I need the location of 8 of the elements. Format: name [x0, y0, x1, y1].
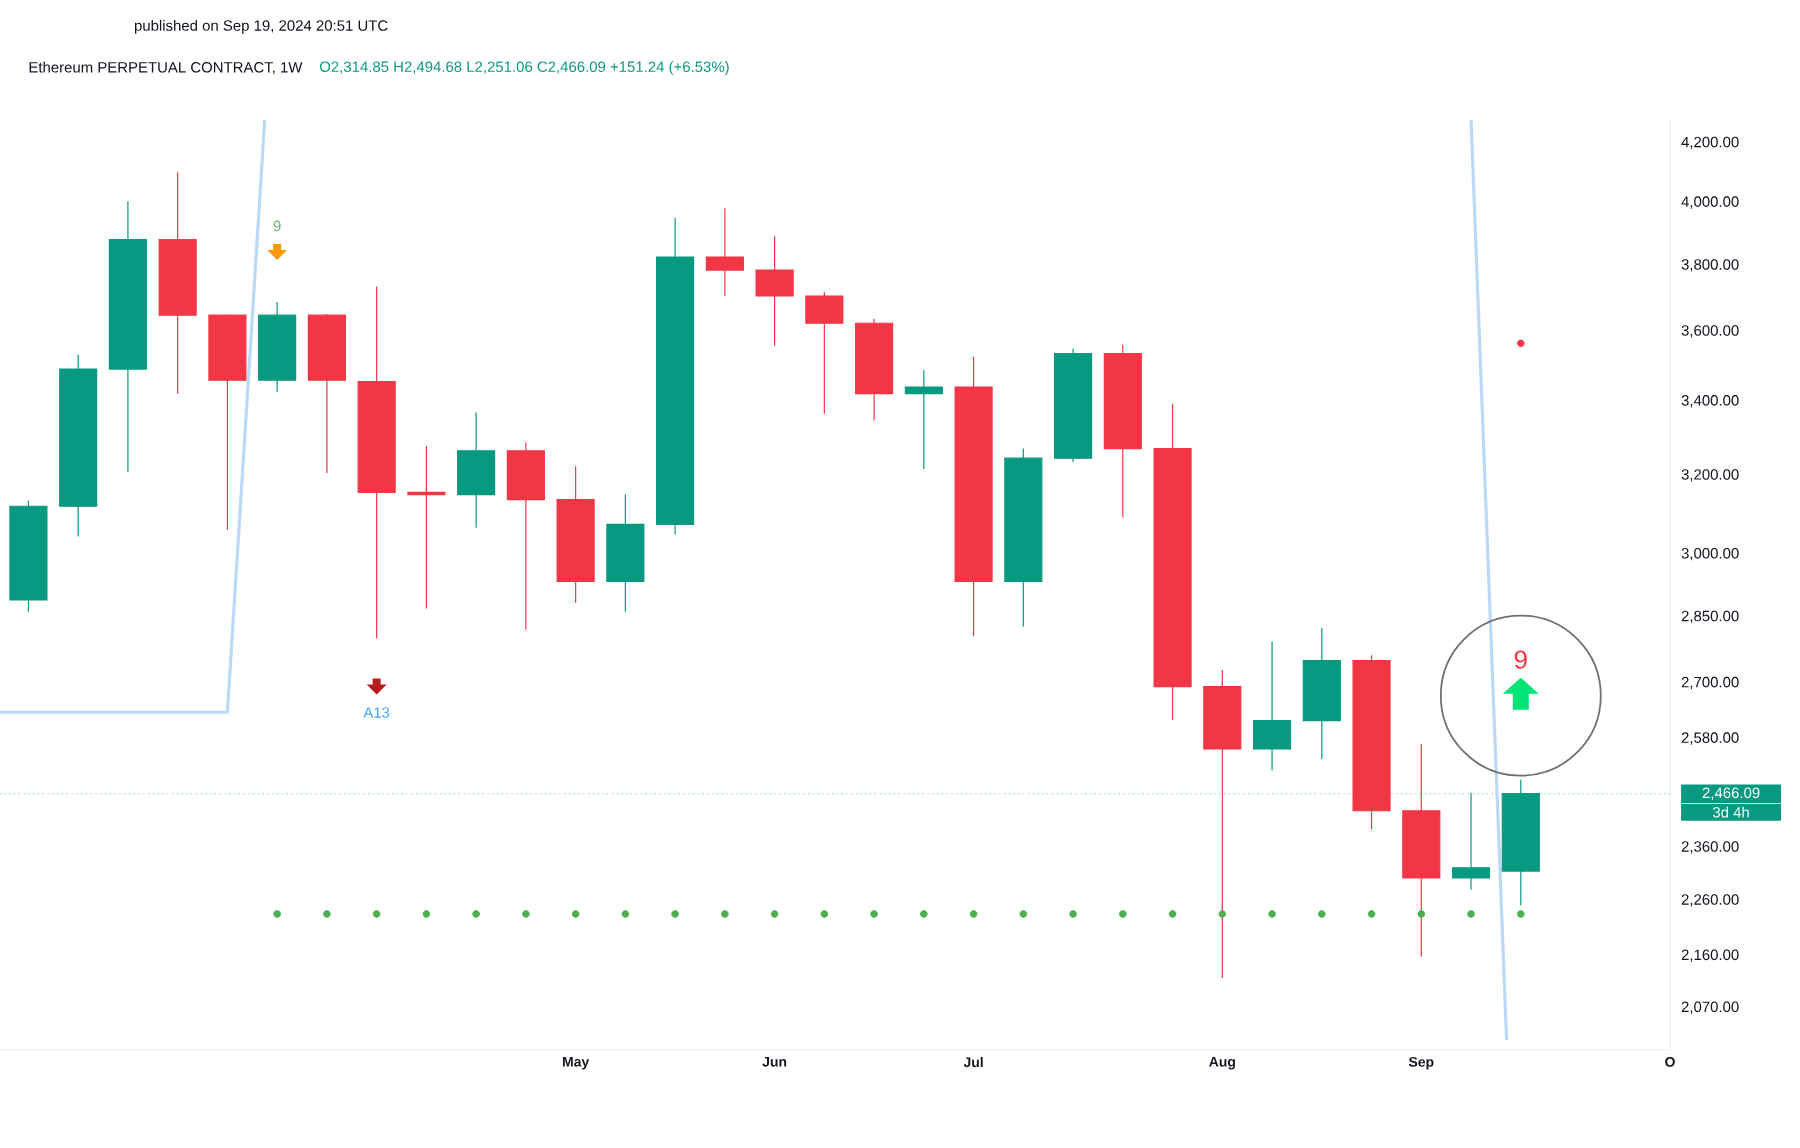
candlestick	[1451, 792, 1491, 891]
candlestick	[457, 411, 496, 529]
candlestick	[805, 291, 844, 415]
candlestick	[755, 235, 794, 346]
candlestick	[1252, 640, 1292, 771]
annotation: 9	[1514, 650, 1527, 669]
candlestick	[904, 369, 943, 470]
candlestick	[705, 207, 744, 297]
